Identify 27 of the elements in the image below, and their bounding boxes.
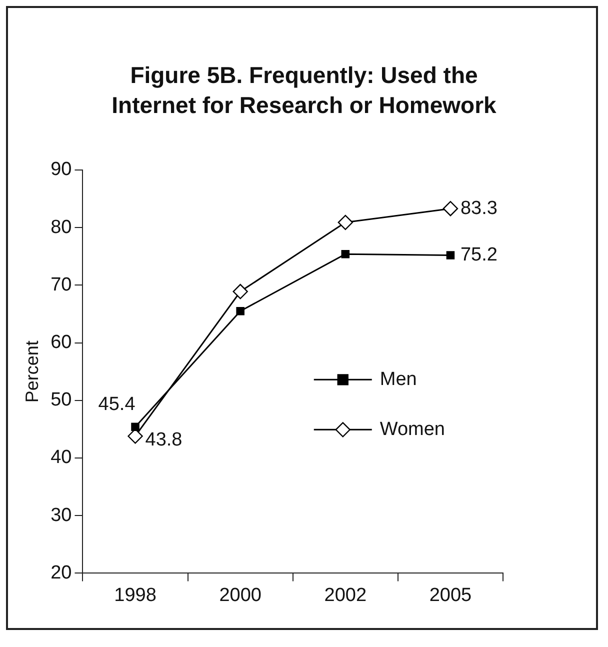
point bbox=[232, 284, 248, 300]
point bbox=[446, 251, 455, 260]
x-tick-label: 2005 bbox=[429, 584, 472, 606]
legend-label: Women bbox=[380, 418, 446, 440]
y-axis-title: Percent bbox=[22, 340, 42, 403]
y-tick-label: 70 bbox=[50, 274, 72, 296]
point bbox=[338, 214, 353, 230]
data-label: 75.2 bbox=[460, 244, 498, 266]
point bbox=[131, 422, 140, 432]
x-tick-label: 1998 bbox=[114, 584, 156, 606]
data-label: 45.4 bbox=[98, 394, 136, 416]
point bbox=[341, 250, 350, 258]
y-tick-label: 60 bbox=[50, 332, 72, 354]
y-tick-label: 20 bbox=[50, 562, 72, 584]
point bbox=[442, 200, 458, 216]
chart-title: Figure 5B. Frequently: Used the Internet for Research or Homework bbox=[110, 61, 498, 120]
data-label: 43.8 bbox=[145, 429, 182, 450]
data-label: 83.3 bbox=[460, 198, 498, 219]
y-tick-label: 80 bbox=[50, 216, 72, 238]
x-tick-label: 2002 bbox=[324, 584, 367, 606]
legend-label: Men bbox=[380, 368, 417, 390]
point bbox=[236, 306, 244, 316]
y-tick-label: 90 bbox=[50, 159, 72, 180]
y-tick-label: 50 bbox=[50, 390, 72, 411]
y-tick-label: 40 bbox=[50, 447, 72, 468]
x-tick-label: 2000 bbox=[219, 584, 262, 606]
y-tick-label: 30 bbox=[50, 504, 72, 526]
